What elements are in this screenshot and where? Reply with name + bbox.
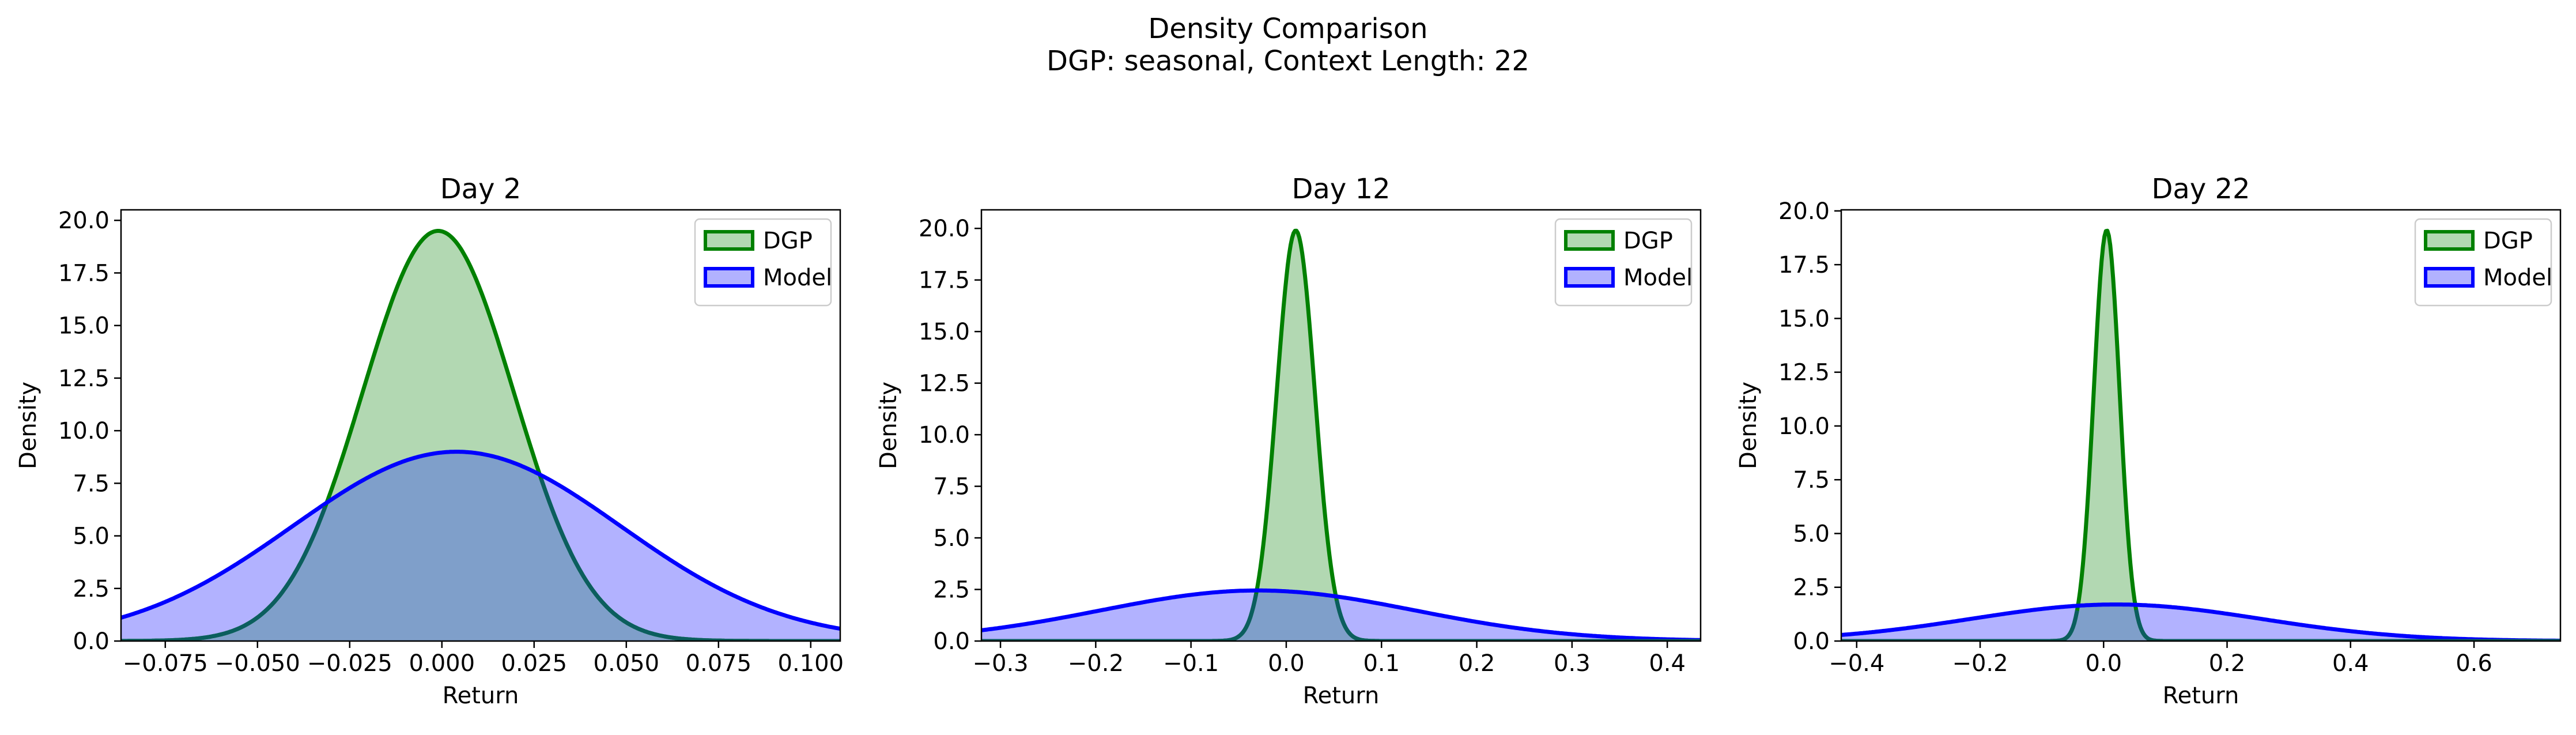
y-tick-label: 7.5 bbox=[73, 470, 109, 497]
model-density-area bbox=[1841, 604, 2560, 641]
model-legend-label: Model bbox=[763, 265, 832, 291]
x-tick-label: −0.1 bbox=[1163, 650, 1219, 677]
y-tick-label: 15.0 bbox=[919, 319, 970, 345]
x-tick-label: 0.0 bbox=[2085, 650, 2122, 677]
legend: DGP Model bbox=[2414, 218, 2552, 307]
x-tick-label: 0.2 bbox=[1459, 650, 1495, 677]
y-tick-label: 12.5 bbox=[1778, 360, 1830, 386]
x-tick-label: 0.3 bbox=[1554, 650, 1591, 677]
y-tick-label: 7.5 bbox=[933, 474, 970, 500]
y-tick-label: 0.0 bbox=[1793, 628, 1830, 655]
x-tick-label: 0.050 bbox=[594, 650, 660, 677]
dgp-legend-label: DGP bbox=[2483, 228, 2533, 254]
x-tick-label: −0.3 bbox=[972, 650, 1028, 677]
x-axis-label: Return bbox=[2163, 683, 2239, 709]
x-tick-label: −0.075 bbox=[123, 650, 208, 677]
y-tick-label: 20.0 bbox=[919, 216, 970, 242]
subplot-title: Day 22 bbox=[2151, 173, 2250, 205]
model-legend-swatch bbox=[1564, 267, 1615, 288]
x-tick-label: 0.6 bbox=[2456, 650, 2492, 677]
dgp-legend-swatch bbox=[1564, 230, 1615, 251]
y-tick-label: 2.5 bbox=[73, 576, 109, 602]
y-tick-label: 17.5 bbox=[58, 260, 109, 287]
model-density-line bbox=[121, 450, 840, 631]
model-legend-label: Model bbox=[2483, 265, 2552, 291]
model-legend-label: Model bbox=[1623, 265, 1693, 291]
subplot-title: Day 2 bbox=[440, 173, 522, 205]
dgp-legend-label: DGP bbox=[1623, 228, 1673, 254]
x-tick-label: −0.2 bbox=[1952, 650, 2008, 677]
subplot-3: −0.4 −0.2 0.0 0.2 0.4 0.6 0.0 2.5 5.0 7.5 10.0 12.5… bbox=[1735, 173, 2562, 709]
x-tick-label: −0.025 bbox=[307, 650, 392, 677]
legend: DGP Model bbox=[1554, 218, 1693, 307]
dgp-legend-label: DGP bbox=[763, 228, 813, 254]
y-axis-label: Density bbox=[875, 382, 902, 469]
figure-subtitle: DGP: seasonal, Context Length: 22 bbox=[1047, 45, 1529, 77]
axes-frame bbox=[980, 209, 1702, 642]
x-tick-label: 0.100 bbox=[778, 650, 844, 677]
overlap-area bbox=[981, 590, 1701, 641]
legend: DGP Model bbox=[694, 218, 832, 307]
y-axis-label: Density bbox=[15, 382, 41, 469]
x-tick-label: 0.025 bbox=[501, 650, 568, 677]
dgp-legend-swatch bbox=[2424, 230, 2475, 251]
y-axis-label: Density bbox=[1735, 382, 1762, 469]
x-tick-label: 0.4 bbox=[1649, 650, 1686, 677]
x-tick-label: −0.4 bbox=[1829, 650, 1884, 677]
x-tick-label: −0.2 bbox=[1068, 650, 1124, 677]
model-density-line bbox=[981, 588, 1701, 641]
x-tick-label: −0.050 bbox=[215, 650, 300, 677]
x-tick-label: 0.1 bbox=[1363, 650, 1400, 677]
plot-area bbox=[981, 228, 1701, 641]
y-tick-label: 17.5 bbox=[919, 267, 970, 294]
y-tick-label: 20.0 bbox=[58, 208, 109, 234]
plot-area bbox=[1841, 228, 2560, 641]
y-tick-label: 5.0 bbox=[933, 525, 970, 552]
y-tick-label: 7.5 bbox=[1793, 467, 1830, 493]
subplot-panels: −0.075 −0.050 −0.025 0.000 0.025 0.050 0.075 0.… bbox=[15, 173, 2562, 709]
y-tick-label: 2.5 bbox=[933, 577, 970, 604]
y-tick-label: 15.0 bbox=[1778, 306, 1830, 332]
axes-frame bbox=[120, 209, 841, 642]
x-tick-label: 0.000 bbox=[409, 650, 475, 677]
model-density-line bbox=[1841, 602, 2560, 641]
x-tick-label: 0.0 bbox=[1268, 650, 1305, 677]
y-tick-label: 17.5 bbox=[1778, 252, 1830, 278]
subplot-title: Day 12 bbox=[1291, 173, 1390, 205]
x-tick-label: 0.075 bbox=[686, 650, 752, 677]
dgp-legend-swatch bbox=[704, 230, 754, 251]
y-tick-label: 5.0 bbox=[73, 523, 109, 550]
figure-title: Density Comparison bbox=[1148, 13, 1427, 45]
subplot-2: −0.3 −0.2 −0.1 0.0 0.1 0.2 0.3 0.4 0.0 2.5 5.0 7.5 1… bbox=[875, 173, 1702, 709]
overlap-area bbox=[121, 451, 840, 641]
x-axis-label: Return bbox=[443, 683, 519, 709]
y-tick-label: 2.5 bbox=[1793, 575, 1830, 601]
x-tick-label: 0.4 bbox=[2332, 650, 2369, 677]
y-tick-label: 5.0 bbox=[1793, 521, 1830, 547]
model-legend-swatch bbox=[704, 267, 754, 288]
y-tick-label: 10.0 bbox=[58, 418, 109, 444]
y-tick-label: 15.0 bbox=[58, 313, 109, 340]
y-tick-label: 10.0 bbox=[919, 422, 970, 448]
x-tick-label: 0.2 bbox=[2209, 650, 2246, 677]
y-tick-label: 10.0 bbox=[1778, 413, 1830, 440]
subplot-1: −0.075 −0.050 −0.025 0.000 0.025 0.050 0.075 0.… bbox=[15, 173, 844, 709]
y-tick-label: 0.0 bbox=[933, 628, 970, 655]
y-tick-label: 12.5 bbox=[919, 371, 970, 397]
plot-area bbox=[121, 229, 840, 641]
dgp-density-area bbox=[121, 231, 840, 641]
dgp-density-line-overlap bbox=[539, 477, 840, 641]
y-tick-label: 20.0 bbox=[1778, 198, 1830, 225]
y-tick-label: 12.5 bbox=[58, 365, 109, 392]
x-axis-label: Return bbox=[1303, 683, 1380, 709]
y-tick-label: 0.0 bbox=[73, 628, 109, 655]
model-legend-swatch bbox=[2424, 267, 2475, 288]
